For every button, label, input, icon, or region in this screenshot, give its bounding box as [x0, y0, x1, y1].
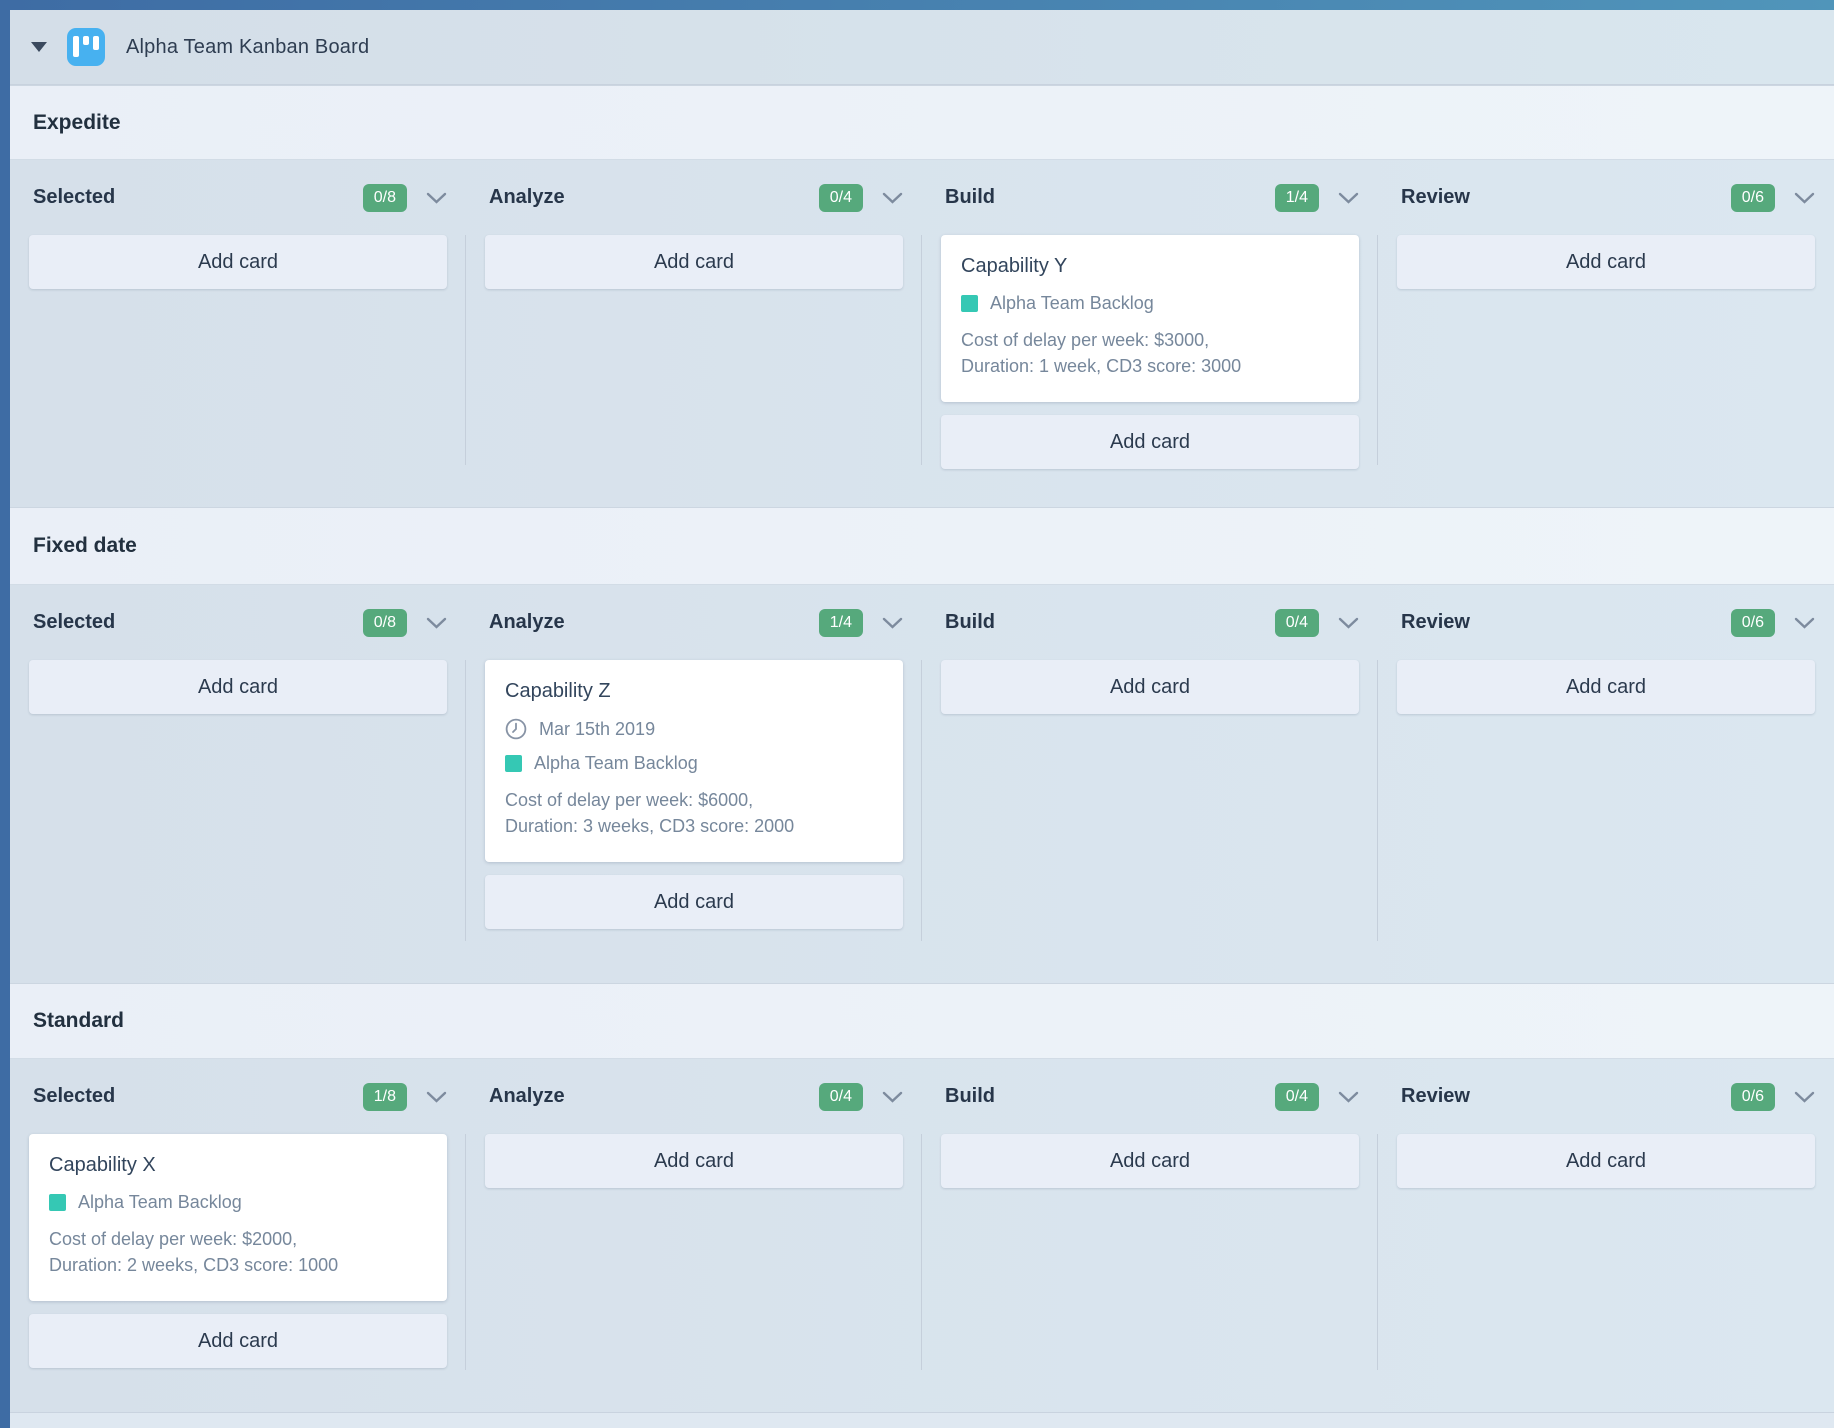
card-title: Capability Z	[505, 680, 611, 702]
add-card-button[interactable]: Add card	[1397, 1134, 1815, 1188]
column-title: Selected	[33, 611, 116, 633]
add-card-button[interactable]: Add card	[29, 660, 447, 714]
top-frame-bar	[0, 0, 1834, 10]
add-card-button[interactable]: Add card	[1397, 660, 1815, 714]
kanban-board-icon	[67, 28, 105, 66]
add-card-button[interactable]: Add card	[485, 235, 903, 289]
board-header: Alpha Team Kanban Board	[10, 10, 1834, 85]
chevron-down-icon[interactable]	[882, 1091, 903, 1103]
card-capability-x[interactable]: Capability X Alpha Team Backlog Cost of …	[29, 1134, 447, 1302]
column-title: Build	[945, 1085, 995, 1107]
column-title: Analyze	[489, 611, 565, 633]
chevron-down-icon[interactable]	[1338, 617, 1359, 629]
wip-count-badge: 0/4	[1274, 608, 1319, 637]
board-footer	[10, 1412, 1834, 1428]
column-expedite-selected: Selected 0/8 Add card	[10, 160, 466, 507]
chevron-down-icon[interactable]	[426, 192, 447, 204]
card-label: Alpha Team Backlog	[534, 753, 698, 773]
add-card-button[interactable]: Add card	[1397, 235, 1815, 289]
column-expedite-analyze: Analyze 0/4 Add card	[466, 160, 922, 507]
label-color-swatch	[49, 1194, 66, 1211]
column-title: Selected	[33, 1085, 116, 1107]
wip-count-badge: 0/6	[1730, 608, 1775, 637]
column-title: Analyze	[489, 186, 565, 208]
add-card-button[interactable]: Add card	[941, 415, 1359, 470]
label-color-swatch	[505, 755, 522, 772]
column-standard-analyze: Analyze 0/4 Add card	[466, 1059, 922, 1412]
wip-count-badge: 1/4	[818, 608, 863, 637]
chevron-down-icon[interactable]	[1794, 617, 1815, 629]
column-standard-selected: Selected 1/8 Capability X Alpha Team Bac…	[10, 1059, 466, 1412]
wip-count-badge: 0/4	[818, 183, 863, 212]
card-capability-z[interactable]: Capability Z Mar 15th 2019 Alpha Team Ba…	[485, 660, 903, 863]
column-fixed-date-analyze: Analyze 1/4 Capability Z Mar 15th 2019	[466, 585, 922, 983]
column-expedite-review: Review 0/6 Add card	[1378, 160, 1834, 507]
column-title: Review	[1401, 611, 1470, 633]
clock-icon	[505, 718, 527, 740]
column-title: Selected	[33, 186, 116, 208]
card-label: Alpha Team Backlog	[990, 293, 1154, 313]
column-fixed-date-build: Build 0/4 Add card	[922, 585, 1378, 983]
column-title: Analyze	[489, 1085, 565, 1107]
column-fixed-date-review: Review 0/6 Add card	[1378, 585, 1834, 983]
wip-count-badge: 0/6	[1730, 1082, 1775, 1111]
wip-count-badge: 0/4	[818, 1082, 863, 1111]
column-standard-review: Review 0/6 Add card	[1378, 1059, 1834, 1412]
lane-title: Standard	[33, 1009, 125, 1032]
card-label: Alpha Team Backlog	[78, 1192, 242, 1212]
add-card-button[interactable]: Add card	[29, 1314, 447, 1369]
chevron-down-icon[interactable]	[882, 192, 903, 204]
wip-count-badge: 0/6	[1730, 183, 1775, 212]
add-card-button[interactable]: Add card	[941, 1134, 1359, 1188]
add-card-button[interactable]: Add card	[29, 235, 447, 289]
collapse-caret-icon[interactable]	[31, 42, 47, 52]
chevron-down-icon[interactable]	[1794, 1091, 1815, 1103]
label-color-swatch	[961, 295, 978, 312]
chevron-down-icon[interactable]	[1338, 192, 1359, 204]
wip-count-badge: 0/4	[1274, 1082, 1319, 1111]
card-description: Cost of delay per week: $6000, Duration:…	[505, 790, 795, 837]
column-title: Build	[945, 186, 995, 208]
lane-header-standard: Standard	[10, 983, 1834, 1059]
chevron-down-icon[interactable]	[882, 617, 903, 629]
chevron-down-icon[interactable]	[1338, 1091, 1359, 1103]
column-expedite-build: Build 1/4 Capability Y Alpha Team Backlo…	[922, 160, 1378, 507]
add-card-button[interactable]: Add card	[485, 875, 903, 930]
lane-title: Fixed date	[33, 534, 137, 557]
wip-count-badge: 0/8	[362, 608, 407, 637]
lane-header-fixed-date: Fixed date	[10, 507, 1834, 585]
wip-count-badge: 0/8	[362, 183, 407, 212]
wip-count-badge: 1/8	[362, 1082, 407, 1111]
chevron-down-icon[interactable]	[1794, 192, 1815, 204]
chevron-down-icon[interactable]	[426, 617, 447, 629]
card-title: Capability Y	[961, 255, 1068, 277]
card-due-date: Mar 15th 2019	[539, 718, 656, 739]
column-standard-build: Build 0/4 Add card	[922, 1059, 1378, 1412]
card-capability-y[interactable]: Capability Y Alpha Team Backlog Cost of …	[941, 235, 1359, 403]
column-title: Review	[1401, 1085, 1470, 1107]
lane-fixed-date: Fixed date Selected 0/8 Add card Anal	[10, 507, 1834, 983]
lane-title: Expedite	[33, 110, 121, 134]
add-card-button[interactable]: Add card	[941, 660, 1359, 714]
card-description: Cost of delay per week: $3000, Duration:…	[961, 330, 1242, 377]
lane-header-expedite: Expedite	[10, 85, 1834, 160]
lane-expedite: Expedite Selected 0/8 Add card Analyz	[10, 85, 1834, 507]
column-fixed-date-selected: Selected 0/8 Add card	[10, 585, 466, 983]
chevron-down-icon[interactable]	[426, 1091, 447, 1103]
wip-count-badge: 1/4	[1274, 183, 1319, 212]
board-title: Alpha Team Kanban Board	[126, 35, 370, 58]
add-card-button[interactable]: Add card	[485, 1134, 903, 1188]
column-title: Build	[945, 611, 995, 633]
left-frame-bar	[0, 10, 10, 1428]
card-description: Cost of delay per week: $2000, Duration:…	[49, 1229, 339, 1276]
lane-standard: Standard Selected 1/8 Capability X	[10, 983, 1834, 1412]
card-title: Capability X	[49, 1154, 156, 1176]
column-title: Review	[1401, 186, 1470, 208]
